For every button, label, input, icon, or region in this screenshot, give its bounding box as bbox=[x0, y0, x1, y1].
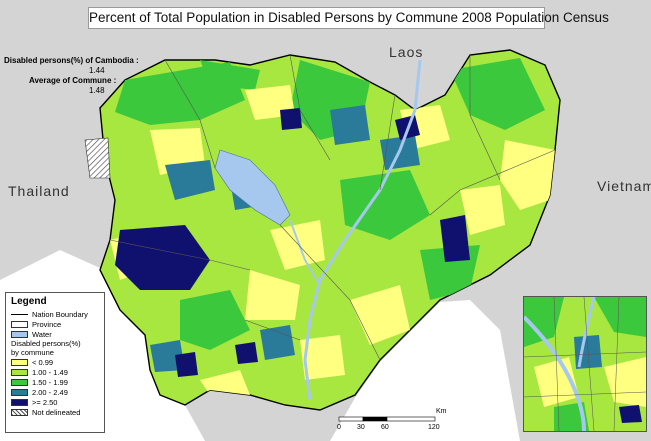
class-swatch bbox=[11, 378, 28, 386]
legend-class-2: 1.50 - 1.99 bbox=[11, 377, 99, 387]
not-delineated-symbol bbox=[11, 408, 28, 416]
scale-unit: Km bbox=[436, 408, 447, 415]
water-symbol bbox=[11, 330, 28, 338]
commune-average-label: Average of Commune : bbox=[29, 76, 117, 85]
cambodia-rate-label: Disabled persons(%) of Cambodia : bbox=[4, 56, 139, 65]
legend-province: Province bbox=[11, 319, 99, 329]
legend-water: Water bbox=[11, 329, 99, 339]
scale-bar bbox=[338, 416, 436, 422]
country-label-vietnam: Vietnam bbox=[597, 178, 651, 194]
not-delineated-area bbox=[84, 137, 111, 179]
summary-statistics: Disabled persons(%) of Cambodia : 1.44 A… bbox=[4, 56, 164, 96]
class-swatch bbox=[11, 388, 28, 396]
legend-category-title: Disabled persons(%) bbox=[11, 339, 81, 348]
commune-average-value: 1.48 bbox=[89, 86, 105, 95]
map-legend: Legend Nation Boundary Province Water Di… bbox=[5, 292, 105, 433]
class-swatch bbox=[11, 358, 28, 366]
country-label-laos: Laos bbox=[389, 44, 424, 60]
legend-class-1: 1.00 - 1.49 bbox=[11, 367, 99, 377]
class-swatch bbox=[11, 398, 28, 406]
map-title: Percent of Total Population in Disabled … bbox=[88, 7, 609, 29]
class-swatch bbox=[11, 368, 28, 376]
nation-boundary-line-symbol bbox=[11, 313, 28, 315]
legend-class-3: 2.00 - 2.49 bbox=[11, 387, 99, 397]
legend-class-0: < 0.99 bbox=[11, 357, 99, 367]
legend-title: Legend bbox=[11, 296, 47, 307]
south-china-sea bbox=[330, 300, 520, 441]
scale-tick-0: 0 bbox=[337, 424, 341, 431]
scale-tick-120: 120 bbox=[428, 424, 440, 431]
inset-canvas bbox=[524, 297, 646, 431]
legend-category-subtitle: by commune bbox=[11, 348, 54, 357]
legend-class-4: >= 2.50 bbox=[11, 397, 99, 407]
country-label-thailand: Thailand bbox=[8, 183, 70, 199]
legend-nation-boundary: Nation Boundary bbox=[11, 309, 99, 319]
phnom-penh-inset-map bbox=[523, 296, 647, 432]
mekong-river bbox=[303, 59, 422, 401]
scale-tick-60: 60 bbox=[381, 424, 389, 431]
tonle-sap-river bbox=[289, 219, 319, 283]
province-symbol bbox=[11, 320, 28, 328]
province-boundaries bbox=[109, 54, 556, 361]
scale-tick-30: 30 bbox=[357, 424, 365, 431]
cambodia-rate-value: 1.44 bbox=[89, 66, 105, 75]
legend-not-delineated: Not delineated bbox=[11, 407, 99, 417]
